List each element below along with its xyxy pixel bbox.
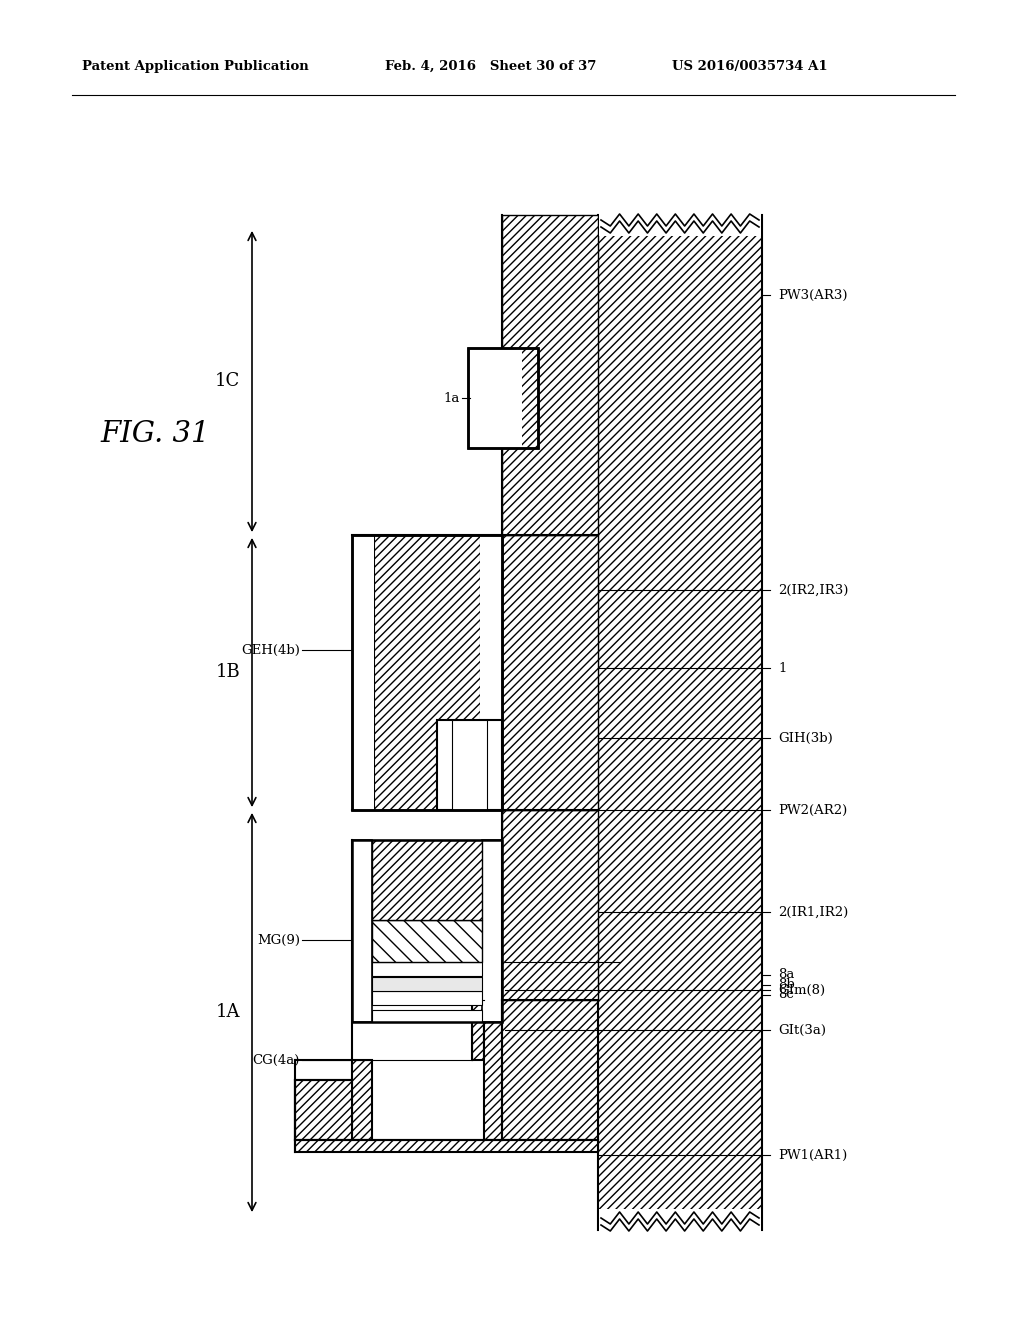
Bar: [372, 962, 482, 975]
Text: PW1(AR1): PW1(AR1): [778, 1148, 847, 1162]
Bar: [437, 719, 502, 810]
Text: PW2(AR2): PW2(AR2): [778, 804, 847, 817]
Text: GIt(3a): GIt(3a): [778, 1023, 826, 1036]
Bar: [598, 215, 762, 1230]
Bar: [352, 535, 374, 810]
Bar: [468, 348, 538, 447]
Bar: [352, 840, 372, 1022]
Text: MG(9): MG(9): [257, 933, 300, 946]
Bar: [437, 719, 502, 810]
Bar: [502, 215, 598, 535]
Bar: [468, 348, 538, 447]
Bar: [480, 535, 502, 810]
Bar: [352, 1060, 372, 1140]
Text: GIm(8): GIm(8): [778, 983, 825, 997]
Bar: [372, 1010, 482, 1022]
Bar: [372, 920, 482, 962]
Bar: [484, 348, 522, 447]
Bar: [295, 1080, 352, 1140]
Text: 22: 22: [416, 754, 432, 767]
Text: 1: 1: [778, 661, 786, 675]
Text: CG(4a): CG(4a): [253, 1053, 300, 1067]
Bar: [352, 535, 502, 810]
Bar: [599, 211, 761, 236]
Text: 1C: 1C: [215, 372, 240, 389]
Bar: [599, 1209, 761, 1234]
Text: US 2016/0035734 A1: US 2016/0035734 A1: [672, 59, 827, 73]
Text: 8a: 8a: [778, 969, 795, 982]
Bar: [472, 1001, 484, 1060]
Text: 8c: 8c: [778, 989, 794, 1002]
Bar: [352, 840, 502, 1022]
Bar: [372, 991, 482, 1005]
Text: GIH(3b): GIH(3b): [778, 731, 833, 744]
Text: FIG. 31: FIG. 31: [100, 420, 210, 447]
Text: PW3(AR3): PW3(AR3): [778, 289, 848, 301]
Text: 1a: 1a: [443, 392, 460, 404]
Text: Feb. 4, 2016   Sheet 30 of 37: Feb. 4, 2016 Sheet 30 of 37: [385, 59, 596, 73]
Bar: [502, 535, 598, 810]
Bar: [372, 977, 482, 991]
Bar: [484, 1001, 598, 1140]
Bar: [482, 840, 502, 1022]
Text: 2(IR2,IR3): 2(IR2,IR3): [778, 583, 848, 597]
Text: GEH(4b): GEH(4b): [241, 644, 300, 656]
Bar: [372, 840, 482, 920]
Text: 2(IR1,IR2): 2(IR1,IR2): [778, 906, 848, 919]
Text: 8b: 8b: [778, 978, 795, 991]
Text: 1B: 1B: [215, 663, 240, 681]
Text: Patent Application Publication: Patent Application Publication: [82, 59, 309, 73]
Text: 21: 21: [416, 784, 432, 796]
Bar: [374, 535, 480, 810]
Bar: [452, 719, 487, 810]
Bar: [352, 535, 502, 810]
Bar: [295, 1140, 598, 1152]
Text: 1A: 1A: [215, 1003, 240, 1020]
Bar: [502, 810, 598, 1001]
